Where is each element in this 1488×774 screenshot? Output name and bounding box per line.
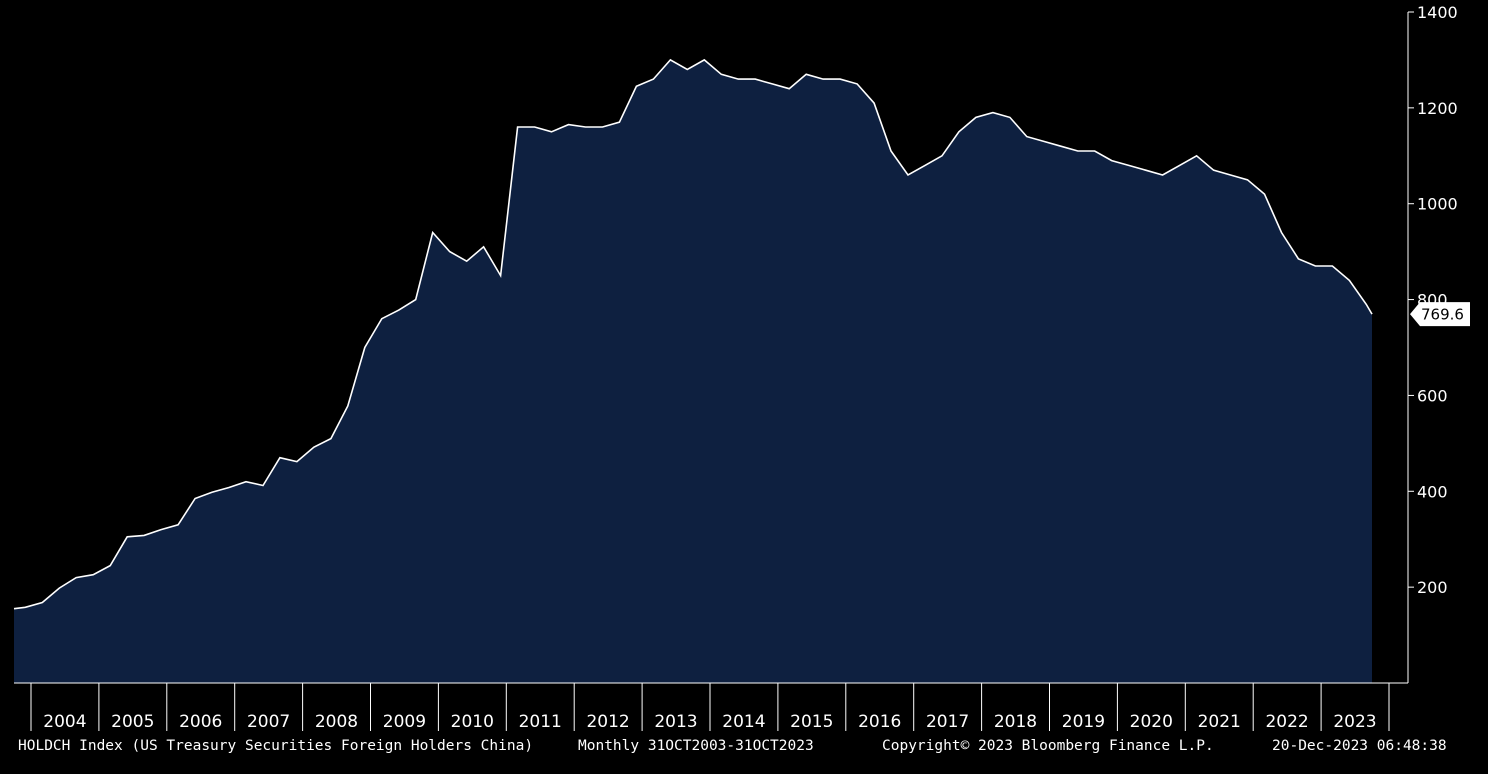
last-value-label: 769.6 [1421,306,1464,324]
y-tick-label: 600 [1417,386,1448,405]
x-tick-label: 2015 [790,712,833,732]
x-tick-label: 2019 [1062,712,1105,732]
x-tick-label: 2010 [451,712,494,732]
x-tick-label: 2011 [519,712,562,732]
footer-ticker: HOLDCH Index (US Treasury Securities For… [18,738,534,754]
x-tick-label: 2018 [994,712,1037,732]
x-tick-label: 2005 [111,712,154,732]
last-value-tag-shape [1410,302,1470,327]
x-tick-label: 2014 [722,712,765,732]
x-tick-label: 2004 [43,712,86,732]
x-tick-label: 2009 [383,712,426,732]
last-value-tag: 769.6 [1410,302,1470,327]
x-tick-label: 2013 [654,712,697,732]
x-tick-label: 2022 [1265,712,1308,732]
y-tick-label: 1200 [1417,99,1458,118]
x-tick-label: 2020 [1130,712,1173,732]
y-tick-label: 200 [1417,578,1448,597]
y-tick-label: 1000 [1417,195,1458,214]
x-tick-label: 2008 [315,712,358,732]
footer-timestamp: 20-Dec-2023 06:48:38 [1272,738,1447,754]
x-tick-label: 2017 [926,712,969,732]
footer-copyright: Copyright© 2023 Bloomberg Finance L.P. [882,738,1214,754]
y-tick-label: 1400 [1417,3,1458,22]
area-fill [14,59,1372,683]
x-tick-label: 2023 [1333,712,1376,732]
footer-frequency-range: Monthly 31OCT2003-31OCT2023 [578,738,814,754]
x-tick-label: 2021 [1198,712,1241,732]
x-tick-label: 2012 [586,712,629,732]
x-tick-label: 2007 [247,712,290,732]
series-line [13,58,1373,610]
x-ticks: 2004 2005 2006 2007 2008 2009 2010 2011 2012 2013… [30,683,1390,732]
y-tick-label: 400 [1417,482,1448,501]
x-tick-label: 2016 [858,712,901,732]
x-tick-label: 2006 [179,712,222,732]
